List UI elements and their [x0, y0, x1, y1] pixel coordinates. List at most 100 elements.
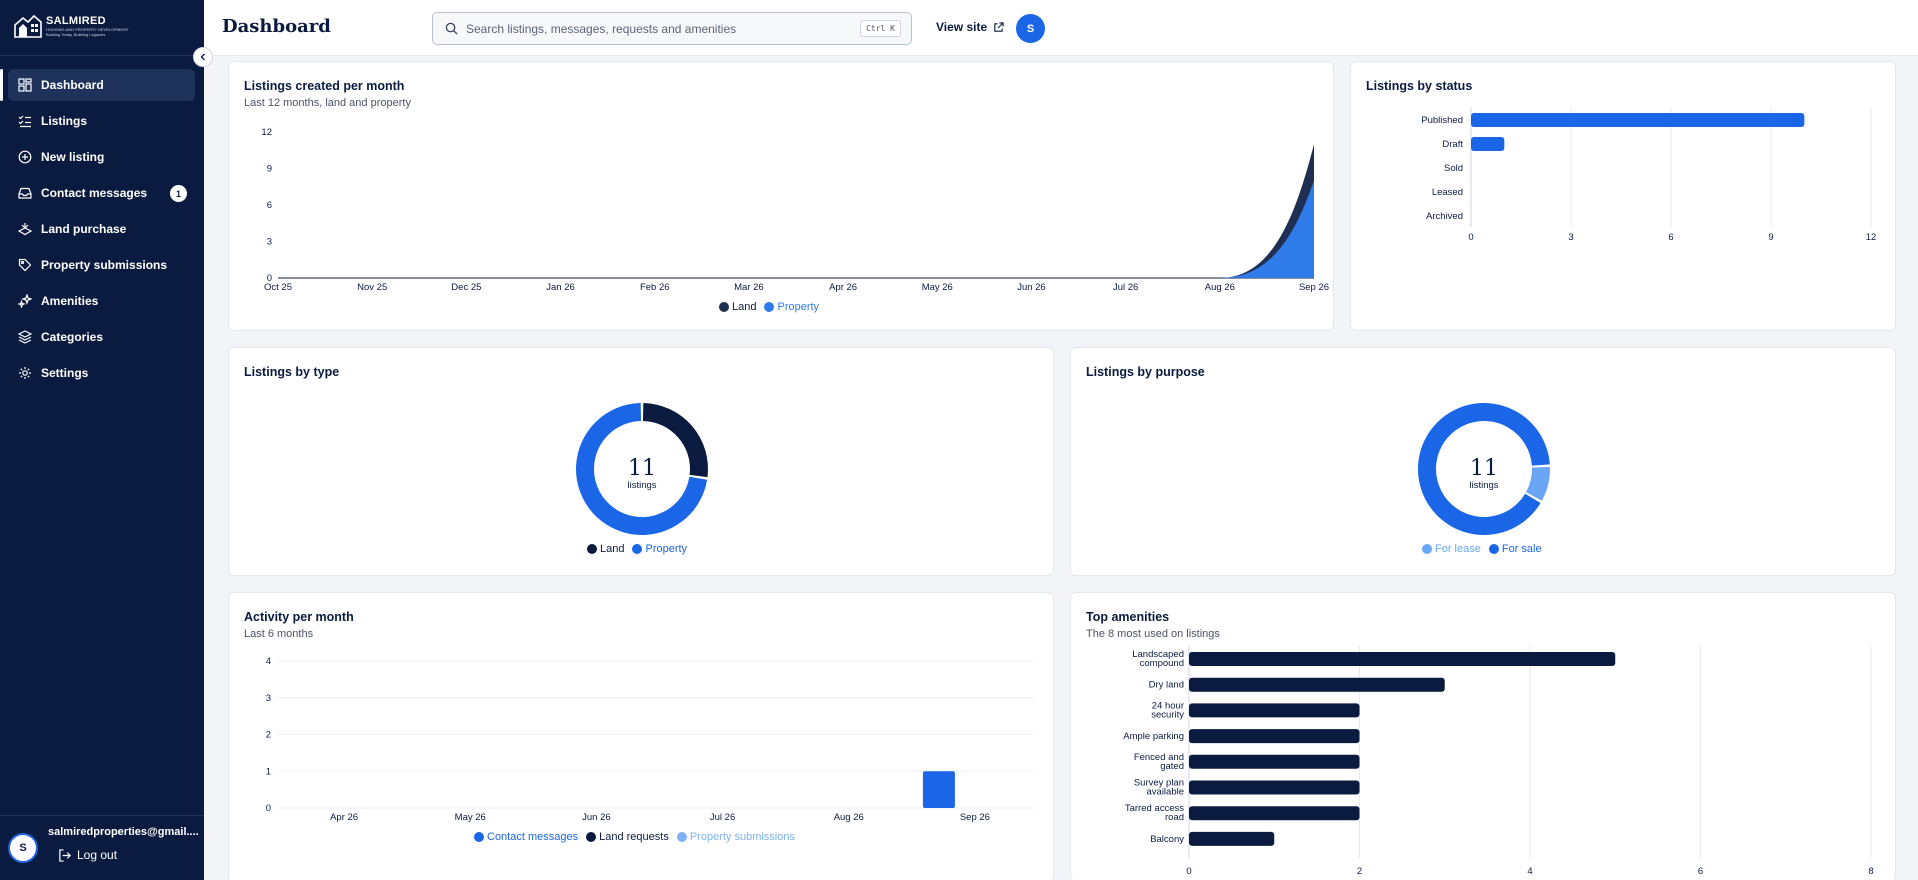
x-tick-label: 4: [1527, 866, 1532, 877]
x-tick-label: 0: [1468, 232, 1473, 243]
sidebar-item-new-listing[interactable]: New listing: [8, 141, 195, 173]
sidebar-divider: [0, 55, 204, 56]
listings-by-type-donut: [576, 403, 708, 535]
search-box[interactable]: Ctrl K: [432, 12, 912, 45]
y-tick-label: Tarred access: [1125, 803, 1184, 814]
sidebar-item-label: Land purchase: [41, 222, 127, 236]
y-tick-label: 3: [267, 237, 272, 248]
donut-total-label: listings: [1469, 480, 1499, 491]
dashboard-icon: [18, 78, 32, 92]
sidebar-item-property-submissions[interactable]: Property submissions: [8, 249, 195, 281]
listings-by-type-card: Listings by type 11 listings Land Propert…: [228, 347, 1054, 576]
legend-label: For lease: [1435, 543, 1481, 555]
unread-count-badge: 1: [170, 185, 187, 202]
x-tick-label: 6: [1668, 232, 1673, 243]
x-tick-label: 6: [1698, 866, 1703, 877]
card-title: Activity per month: [244, 610, 354, 624]
view-site-link[interactable]: View site: [936, 20, 1004, 34]
sidebar-item-categories[interactable]: Categories: [8, 321, 195, 353]
listings-per-month-card: Listings created per month Last 12 month…: [228, 61, 1334, 331]
x-tick-label: 8: [1868, 866, 1873, 877]
sidebar-item-label: New listing: [41, 150, 105, 164]
donut-slice: [642, 403, 708, 478]
chart-legend: Contact messages Land requests Property su…: [474, 831, 795, 843]
top-header: Dashboard Ctrl K View site S: [204, 0, 1918, 56]
sidebar-item-label: Settings: [41, 366, 89, 380]
x-tick-label: Mar 26: [734, 282, 764, 293]
card-title: Listings created per month: [244, 79, 405, 93]
amenity-bar: [1189, 677, 1445, 692]
card-title: Listings by status: [1366, 79, 1473, 93]
land-icon: [18, 222, 32, 236]
y-tick-label: 9: [267, 164, 272, 175]
legend-label: For sale: [1501, 543, 1542, 555]
status-bar: [1471, 113, 1805, 127]
card-subtitle: The 8 most used on listings: [1086, 628, 1220, 640]
sidebar-item-label: Dashboard: [41, 78, 104, 92]
y-tick-label: 0: [267, 273, 272, 284]
x-tick-label: 3: [1568, 232, 1573, 243]
x-tick-label: 2: [1357, 866, 1362, 877]
legend-item[interactable]: Land requests: [586, 831, 669, 843]
brand-logo[interactable]: SALMIRED HOUSING AND PROPERTY DEVELOPMEN…: [14, 14, 128, 38]
y-tick-label: 12: [261, 127, 272, 138]
x-tick-label: Jul 26: [1113, 282, 1138, 293]
listings-by-status-chart: 0 3 6 9 12 Published Draft Sold Leased Archived: [1421, 107, 1877, 243]
sidebar-bottom-divider: [0, 815, 204, 816]
x-tick-label: May 26: [455, 812, 486, 823]
status-bar: [1471, 137, 1505, 151]
logout-button[interactable]: Log out: [58, 848, 117, 862]
user-avatar[interactable]: S: [8, 833, 38, 863]
sidebar-item-amenities[interactable]: Amenities: [8, 285, 195, 317]
legend-item[interactable]: Land: [587, 543, 624, 555]
search-icon: [445, 22, 458, 35]
legend-item[interactable]: For lease: [1422, 543, 1481, 555]
legend-label: Land: [600, 543, 625, 555]
x-tick-label: Sep 26: [1299, 282, 1329, 293]
y-tick-label: Balcony: [1150, 834, 1184, 845]
sidebar-item-listings[interactable]: Listings: [8, 105, 195, 137]
x-tick-label: Dec 25: [451, 282, 481, 293]
amenity-bar: [1189, 806, 1360, 821]
amenity-bar: [1189, 831, 1275, 846]
header-user-avatar[interactable]: S: [1016, 14, 1045, 43]
y-tick-label: Ample parking: [1123, 731, 1184, 742]
legend-label: Land: [732, 301, 757, 313]
x-tick-label: Feb 26: [640, 282, 670, 293]
list-check-icon: [18, 114, 32, 128]
sidebar-item-contact-messages[interactable]: Contact messages 1: [8, 177, 195, 209]
search-input[interactable]: [466, 21, 866, 36]
property-area-series: [278, 180, 1314, 278]
sidebar-item-dashboard[interactable]: Dashboard: [8, 69, 195, 101]
activity-bar: [922, 771, 955, 808]
sidebar-item-settings[interactable]: Settings: [8, 357, 195, 389]
x-tick-label: 12: [1866, 232, 1877, 243]
land-area-series: [278, 144, 1314, 278]
page-title: Dashboard: [222, 16, 331, 37]
donut-total: 11: [1470, 456, 1498, 481]
legend-item[interactable]: Contact messages: [474, 831, 578, 843]
legend-item[interactable]: Land: [719, 301, 756, 313]
x-tick-label: Oct 25: [264, 282, 292, 293]
legend-label: Property: [645, 543, 688, 555]
sidebar-item-label: Categories: [41, 330, 104, 344]
brand-motto: Building Today, Building Legacies: [46, 31, 106, 37]
sidebar-item-land-purchase[interactable]: Land purchase: [8, 213, 195, 245]
y-tick-label: Published: [1421, 115, 1463, 126]
legend-swatch: [764, 302, 775, 312]
donut-total: 11: [628, 456, 656, 481]
logo-house-icon: [14, 14, 42, 38]
card-subtitle: Last 6 months: [244, 628, 314, 640]
logout-label: Log out: [77, 848, 118, 862]
amenity-bar: [1189, 652, 1616, 666]
x-tick-label: Aug 26: [1205, 282, 1235, 293]
legend-item[interactable]: Property submissions: [676, 831, 795, 843]
amenity-bar: [1189, 780, 1360, 795]
y-tick-label: Sold: [1444, 163, 1463, 174]
legend-item[interactable]: Property: [764, 301, 819, 313]
collapse-sidebar-button[interactable]: [193, 47, 213, 67]
legend-swatch: [586, 832, 597, 842]
legend-item[interactable]: Property: [632, 543, 687, 555]
legend-item[interactable]: For sale: [1488, 543, 1542, 555]
sidebar-item-label: Amenities: [41, 294, 99, 308]
